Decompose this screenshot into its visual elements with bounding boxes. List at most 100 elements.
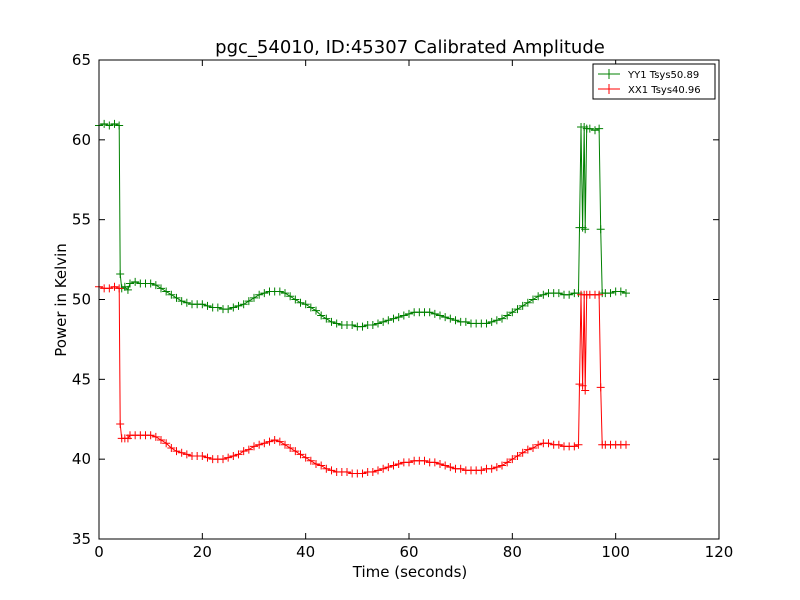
data-point: [182, 450, 191, 459]
data-point: [446, 314, 455, 323]
data-point: [239, 447, 248, 456]
legend-marker-yy1: [604, 69, 614, 79]
data-point: [265, 437, 274, 446]
data-point: [224, 305, 233, 314]
data-point: [606, 289, 615, 298]
data-point: [595, 290, 604, 299]
data-point: [492, 316, 501, 325]
x-axis-label: Time (seconds): [352, 563, 468, 581]
y-tick-label: 60: [72, 131, 91, 149]
data-point: [368, 467, 377, 476]
data-point: [436, 311, 444, 320]
data-point: [616, 287, 625, 296]
data-point: [399, 311, 408, 320]
data-point: [420, 456, 429, 465]
data-point: [374, 319, 382, 328]
data-point: [296, 298, 305, 307]
data-point: [110, 282, 119, 291]
data-point: [554, 440, 563, 449]
legend-label-yy1: YY1 Tsys50.89: [627, 70, 699, 81]
data-point: [301, 453, 310, 462]
data-point: [116, 420, 125, 429]
data-point: [213, 303, 222, 312]
data-point: [581, 386, 590, 395]
data-point: [229, 451, 238, 460]
y-tick-label: 65: [72, 51, 91, 69]
data-point: [498, 461, 506, 470]
legend-label-xx1: XX1 Tsys40.96: [628, 85, 701, 96]
data-point: [105, 284, 114, 293]
data-point: [123, 434, 132, 443]
data-point: [167, 443, 176, 452]
chart-title: pgc_54010, ID:45307 Calibrated Amplitude: [215, 37, 605, 58]
y-axis-label: Power in Kelvin: [52, 243, 70, 357]
axis-ticks: 0 20 40 60 80 100 120 35 40 45 50 55 60 65: [72, 51, 733, 561]
data-point: [219, 455, 227, 464]
data-point: [250, 293, 258, 302]
data-point: [317, 461, 326, 470]
data-point: [244, 445, 253, 454]
x-tick-label: 20: [193, 543, 212, 561]
data-point: [456, 464, 465, 473]
data-point: [239, 300, 248, 309]
data-point: [146, 431, 155, 440]
data-point: [482, 319, 491, 328]
data-point: [591, 126, 599, 135]
data-point: [379, 317, 388, 326]
data-point: [229, 303, 238, 312]
legend-entry-xx1: XX1 Tsys40.96: [598, 84, 701, 96]
data-point: [312, 459, 320, 468]
data-point: [348, 321, 357, 330]
data-point: [151, 432, 160, 441]
legend-marker-xx1: [604, 84, 614, 94]
data-point: [513, 451, 522, 460]
data-point: [255, 440, 264, 449]
data-point: [270, 436, 279, 445]
data-point: [312, 306, 320, 315]
data-point: [162, 287, 171, 296]
data-point: [317, 311, 326, 320]
plot-background: [99, 60, 719, 539]
data-point: [286, 292, 295, 301]
data-point: [595, 124, 604, 133]
series-yy1: [95, 119, 630, 331]
data-point: [508, 308, 517, 317]
data-point: [115, 121, 124, 130]
data-point: [534, 440, 543, 449]
data-point: [177, 448, 186, 457]
x-tick-label: 120: [705, 543, 734, 561]
y-tick-label: 50: [72, 291, 91, 309]
data-point: [105, 121, 114, 130]
data-point: [518, 448, 527, 457]
data-point: [224, 453, 233, 462]
data-point: [182, 298, 191, 307]
data-point: [198, 451, 207, 460]
data-point: [275, 437, 284, 446]
data-point: [405, 309, 413, 318]
data-point: [291, 447, 300, 456]
data-point: [306, 456, 315, 465]
x-tick-label: 60: [399, 543, 418, 561]
data-point: [281, 440, 289, 449]
data-point: [260, 439, 269, 448]
data-point: [539, 290, 548, 299]
data-point: [585, 124, 594, 133]
data-point: [260, 289, 269, 298]
data-point: [441, 313, 450, 322]
data-point: [394, 313, 403, 322]
data-point: [570, 442, 579, 451]
data-point: [389, 314, 398, 323]
data-point: [296, 450, 305, 459]
data-point: [244, 297, 253, 306]
data-point: [487, 317, 496, 326]
data-point: [250, 442, 258, 451]
data-point: [255, 290, 264, 299]
legend-box: [592, 63, 716, 100]
data-point: [523, 298, 532, 307]
data-point: [596, 225, 605, 234]
data-point: [430, 309, 439, 318]
data-point: [622, 440, 630, 449]
data-point: [301, 300, 310, 309]
data-point: [358, 469, 367, 478]
